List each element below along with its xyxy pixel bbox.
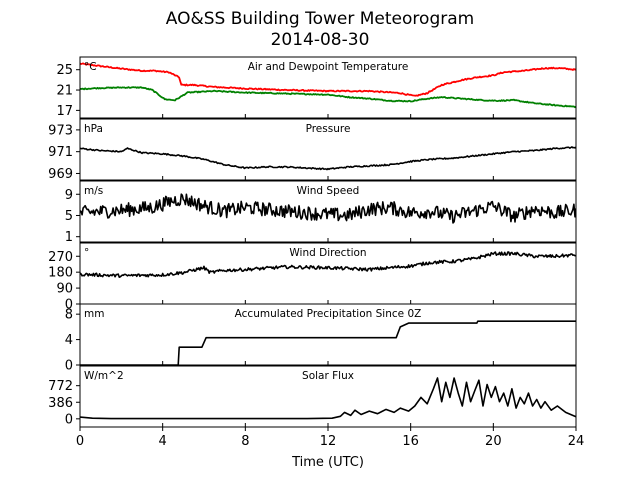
panel-title: Solar Flux [302,370,354,382]
series-line-pressure-0 [80,146,576,171]
figure-title-line1: AO&SS Building Tower Meteorogram [166,9,474,29]
series-line-wind-direction-0 [80,251,576,278]
x-tick-label: 12 [320,434,337,449]
x-tick-label: 8 [241,434,249,449]
y-tick-label: 25 [56,63,73,78]
y-tick-label: 969 [48,167,73,182]
y-tick-label: 17 [56,104,73,119]
y-tick-label: 4 [65,333,73,348]
series-line-wind-speed-0 [80,193,576,224]
series-line-air-and-dewpoint-temperature-1 [80,86,576,109]
y-tick-label: 0 [65,412,73,427]
y-tick-label: 0 [65,359,73,374]
panel-title: Pressure [306,123,351,135]
x-tick-label: 24 [568,434,585,449]
x-tick-label: 0 [76,434,84,449]
panel-wind-speed: 1 5 9 m/s Wind Speed [65,180,577,245]
x-axis: 0 4 8 12 16 20 24 [76,427,584,449]
y-tick-label: 973 [48,123,73,138]
panel-unit-label: m/s [84,185,103,197]
series-line-air-and-dewpoint-temperature-0 [80,62,576,97]
x-tick-label: 16 [402,434,419,449]
y-tick-label: 8 [65,308,73,323]
panel-title: Air and Dewpoint Temperature [248,61,409,73]
x-axis-label: Time (UTC) [291,455,364,470]
y-tick-label: 772 [48,379,73,394]
panel-unit-label: mm [84,308,104,320]
y-tick-label: 0 [65,298,73,313]
figure-title-line2: 2014-08-30 [271,30,370,50]
series-line-solar-flux-0 [80,377,576,420]
y-tick-label: 386 [48,396,73,411]
y-tick-label: 971 [48,145,73,160]
y-tick-label: 90 [56,282,73,297]
x-tick-label: 20 [485,434,502,449]
panel-air-and-dewpoint-temperature: 17 21 25 °C Air and Dewpoint Temperature [56,56,577,119]
panel-unit-label: °C [84,61,97,73]
panel-unit-label: W/m^2 [84,370,124,382]
panel-pressure: 969 971 973 hPa Pressure [48,118,577,182]
panel-accumulated-precipitation-since-0z: 0 4 8 mm Accumulated Precipitation Since 0Z [65,303,577,374]
y-tick-label: 270 [48,250,73,265]
y-tick-label: 1 [65,230,73,245]
y-tick-label: 5 [65,209,73,224]
y-tick-label: 180 [48,266,73,281]
y-tick-label: 21 [56,84,73,99]
panel-title: Wind Speed [297,185,360,197]
y-tick-label: 9 [65,188,73,203]
panel-title: Wind Direction [289,247,366,259]
series-line-accumulated-precipitation-since-0z-0 [80,320,576,365]
x-tick-label: 4 [159,434,167,449]
panel-unit-label: ° [84,247,89,259]
panel-unit-label: hPa [84,123,103,135]
panel-title: Accumulated Precipitation Since 0Z [235,308,422,320]
